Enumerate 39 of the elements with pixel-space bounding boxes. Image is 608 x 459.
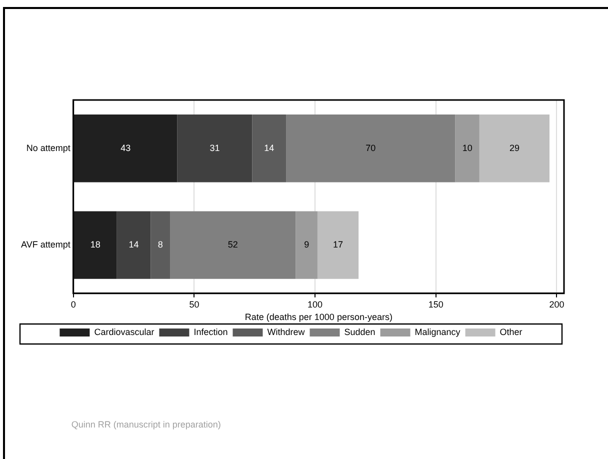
bar <box>150 211 170 279</box>
x-tick-label: 50 <box>189 299 200 310</box>
x-tick-label: 150 <box>428 299 444 310</box>
bar <box>317 211 359 279</box>
data-label: 70 <box>366 142 376 153</box>
data-label: 43 <box>120 142 131 153</box>
bar <box>177 114 252 182</box>
legend-label: Cardiovascular <box>94 326 154 337</box>
text: Quinn RR (manuscript in preparation) <box>71 419 221 430</box>
bar <box>74 114 178 182</box>
data-label: 10 <box>462 142 472 153</box>
data-label: 8 <box>158 240 163 250</box>
y-tick-label: AVF attempt <box>20 240 71 250</box>
x-axis-title: Rate (deaths per 1000 person-years) <box>244 312 392 322</box>
x-tick-label: 100 <box>308 299 323 310</box>
bar <box>170 211 296 279</box>
legend-label: Malignancy <box>414 326 461 337</box>
bar <box>479 114 550 182</box>
bar <box>74 211 117 279</box>
data-label: 52 <box>228 240 238 250</box>
data-label: 14 <box>264 142 274 153</box>
data-label: 29 <box>509 142 520 153</box>
data-label: 31 <box>210 142 220 153</box>
x-tick-label: 200 <box>549 299 564 310</box>
bar <box>252 114 286 182</box>
x-tick-label: 0 <box>70 299 76 310</box>
legend-label: Withdrew <box>267 326 306 337</box>
bar <box>116 211 151 279</box>
legend-label: Infection <box>194 326 228 337</box>
y-tick-label: No attempt <box>26 142 71 153</box>
bar <box>286 114 456 182</box>
bar <box>296 211 318 279</box>
legend-label: Other <box>500 326 522 337</box>
legend-label: Sudden <box>344 326 376 337</box>
data-label: 17 <box>333 240 344 250</box>
data-label: 9 <box>304 240 310 250</box>
data-label: 14 <box>128 240 139 250</box>
data-label: 18 <box>90 240 100 250</box>
bar <box>455 114 480 182</box>
